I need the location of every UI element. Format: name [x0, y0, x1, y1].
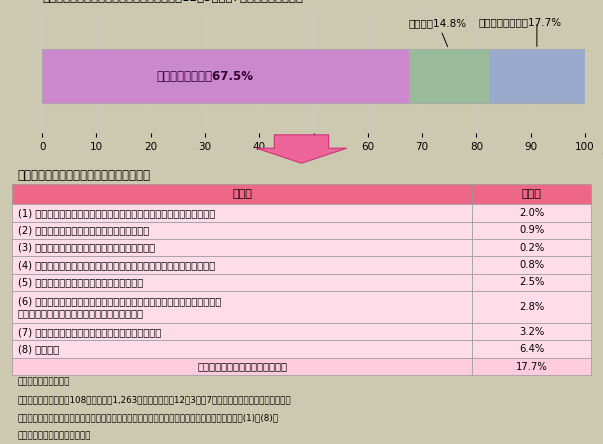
Bar: [472, 204, 591, 222]
Bar: [12, 239, 472, 256]
Text: 2.0%: 2.0%: [519, 208, 545, 218]
Bar: [409, 49, 489, 103]
Text: (1) これまで受けていたサービスが現在の利用限度額を超えていたため: (1) これまで受けていたサービスが現在の利用限度額を超えていたため: [18, 208, 215, 218]
Text: (5) 利用者負担を支払うのが困難だったため: (5) 利用者負担を支払うのが困難だったため: [18, 278, 143, 287]
Bar: [12, 256, 472, 274]
Bar: [12, 184, 472, 204]
Text: 関する調査（厚生省実施）。「割合」は調査対象全体に対する割合。複数回答ありのため、(1)～(8)ま: 関する調査（厚生省実施）。「割合」は調査対象全体に対する割合。複数回答ありのため…: [18, 413, 279, 422]
Text: 17.7%: 17.7%: [516, 361, 548, 372]
Text: 計（介護サービス量が減った人）: 計（介護サービス量が減った人）: [197, 361, 287, 372]
Text: 介護保険実施によるサービス量の変化（平成12年3月から7月にかけての変化）: 介護保険実施によるサービス量の変化（平成12年3月から7月にかけての変化）: [42, 0, 303, 4]
Text: 2.8%: 2.8%: [519, 302, 545, 312]
Text: (4) 家族との同居等により、これまでほどはサービスが必要でないため: (4) 家族との同居等により、これまでほどはサービスが必要でないため: [18, 260, 215, 270]
Text: 3.2%: 3.2%: [519, 327, 545, 337]
Bar: [12, 341, 472, 358]
Bar: [12, 222, 472, 239]
Bar: [489, 49, 585, 103]
Bar: [472, 341, 591, 358]
Text: 割　合: 割 合: [522, 189, 541, 199]
Bar: [12, 323, 472, 341]
Text: での合計と計が合わない。: での合計と計が合わない。: [18, 432, 91, 440]
Text: 0.8%: 0.8%: [519, 260, 544, 270]
Text: (8) 回答なし: (8) 回答なし: [18, 344, 59, 354]
Text: (%): (%): [601, 149, 603, 159]
Text: 2.5%: 2.5%: [519, 278, 545, 287]
Bar: [472, 291, 591, 323]
Bar: [42, 49, 409, 103]
Text: 資料：厚生労働省資料: 資料：厚生労働省資料: [18, 377, 71, 386]
Text: 理　由: 理 由: [232, 189, 252, 199]
Text: 介護サービス量が減った理由（複数回答）: 介護サービス量が減った理由（複数回答）: [18, 169, 151, 182]
Bar: [12, 204, 472, 222]
Text: ほぼ同じ14.8%: ほぼ同じ14.8%: [409, 18, 467, 47]
Bar: [472, 256, 591, 274]
Text: (3) サービス事業者が予約でいっぱいだったため: (3) サービス事業者が予約でいっぱいだったため: [18, 242, 155, 253]
Bar: [472, 222, 591, 239]
Text: 注：定点市町村（全国108保険者）の1,263人に対する平成12年3月と7月とのサービス量の変化の状況に: 注：定点市町村（全国108保険者）の1,263人に対する平成12年3月と7月との…: [18, 396, 292, 404]
Text: (6) 利用者負担は支払えるが、従来受けていたサービスが必ずしもすべて
　　真に必要なサービスではないと考えたため: (6) 利用者負担は支払えるが、従来受けていたサービスが必ずしもすべて 真に必要…: [18, 296, 221, 318]
Text: (2) 短期入所を緊急時のために取っておくため: (2) 短期入所を緊急時のために取っておくため: [18, 225, 149, 235]
Bar: [12, 274, 472, 291]
Text: 6.4%: 6.4%: [519, 344, 545, 354]
Bar: [472, 323, 591, 341]
Bar: [472, 274, 591, 291]
Text: 0.9%: 0.9%: [519, 225, 545, 235]
Text: 0.2%: 0.2%: [519, 242, 545, 253]
Bar: [472, 239, 591, 256]
Bar: [42, 49, 585, 103]
Bar: [472, 358, 591, 375]
Bar: [472, 184, 591, 204]
Text: サービス量が減少17.7%: サービス量が減少17.7%: [478, 17, 561, 27]
Bar: [12, 358, 472, 375]
FancyArrow shape: [256, 135, 347, 163]
Text: サービス量が増加67.5%: サービス量が増加67.5%: [157, 70, 253, 83]
Text: (7) その他（本人の状態の回復、入院のためなど）: (7) その他（本人の状態の回復、入院のためなど）: [18, 327, 161, 337]
Bar: [12, 291, 472, 323]
